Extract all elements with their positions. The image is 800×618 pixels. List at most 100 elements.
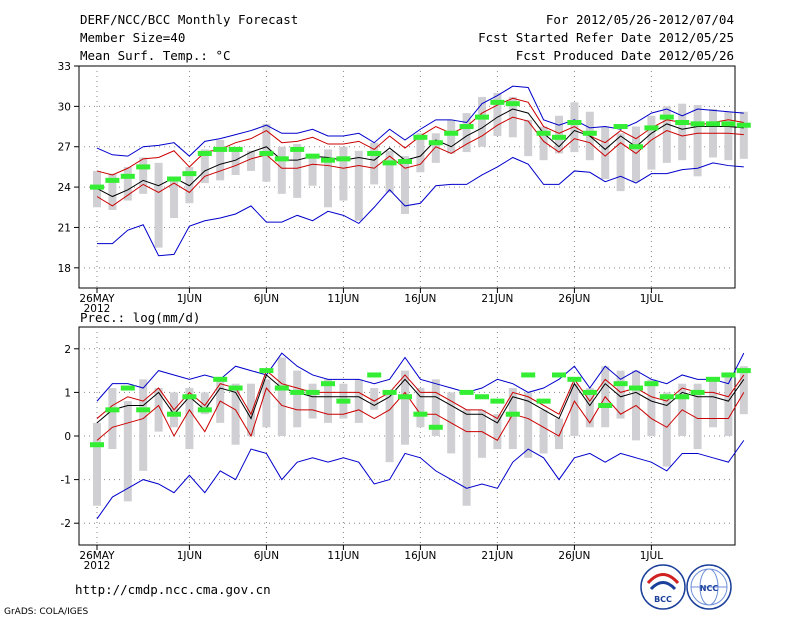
temp-spread-bar — [216, 140, 225, 181]
temp-obs-marker — [136, 164, 151, 170]
temp-xtick-label: 16JUN — [404, 293, 436, 305]
member-size: Member Size=40 — [80, 30, 185, 45]
temp-obs-marker — [505, 101, 520, 107]
prec-obs-marker — [398, 394, 412, 400]
prec-spread-bar — [709, 379, 717, 428]
temp-spread-bar — [447, 119, 456, 154]
prec-spread-bar — [385, 392, 394, 463]
prec-xtick-label: 1JUL — [640, 550, 663, 562]
temp-obs-marker — [690, 121, 705, 127]
prec-spread-bar — [293, 370, 302, 428]
prec-obs-marker — [521, 372, 536, 378]
prec-obs-marker — [213, 376, 228, 382]
temp-obs-marker — [644, 125, 659, 131]
prec-obs-marker — [490, 398, 505, 404]
temp-spread-bar — [524, 119, 533, 157]
bcc-logo: BCC — [640, 564, 686, 610]
temperature-panel: Prec.: log(mm/d) 18 21 24 27 30 33 26MAY 1JUN 6J… — [58, 61, 751, 325]
temp-spread-bar — [293, 144, 302, 198]
temp-obs-marker — [321, 157, 335, 163]
temp-obs-marker — [475, 114, 489, 120]
prec-spread-bar — [647, 379, 656, 436]
temp-obs-marker — [197, 150, 212, 156]
temp-series-max — [96, 85, 744, 157]
temp-obs-marker — [182, 171, 197, 177]
temp-year-label: 2012 — [84, 303, 111, 315]
prec-spread-bar — [277, 357, 286, 436]
temp-obs-marker — [90, 184, 104, 190]
temp-spread-bar — [601, 126, 610, 180]
temp-obs-marker — [567, 120, 582, 126]
temp-obs-marker — [367, 150, 382, 156]
prec-obs-marker — [613, 381, 628, 387]
prec-spread-bar — [123, 401, 132, 502]
temp-spread-bar — [370, 142, 379, 185]
temp-spread-bar — [385, 150, 394, 193]
temp-obs-marker — [675, 120, 690, 126]
prec-obs-marker — [290, 389, 305, 395]
temp-obs-marker — [305, 153, 320, 159]
prec-spread-bar — [524, 392, 533, 458]
temp-obs-marker — [428, 140, 443, 146]
temp-obs-marker — [459, 124, 474, 130]
prec-obs-marker — [659, 394, 674, 400]
temp-obs-marker — [290, 146, 305, 152]
ncc-logo-text: NCC — [700, 584, 719, 593]
temp-obs-marker — [228, 146, 243, 152]
prec-ytick-label: -1 — [61, 475, 71, 487]
source-url[interactable]: http://cmdp.ncc.cma.gov.cn — [75, 582, 271, 597]
temp-spread-bar — [416, 133, 425, 173]
prec-spread-bar — [478, 409, 486, 458]
prec-year-label: 2012 — [84, 560, 111, 572]
temp-spread-bar — [123, 166, 132, 201]
temp-obs-marker — [659, 114, 674, 120]
temp-obs-marker — [105, 177, 120, 183]
prec-ytick-label: 1 — [64, 387, 71, 399]
temp-ytick-label: 30 — [58, 101, 71, 113]
produced-date: Fcst Produced Date 2012/05/26 — [516, 48, 734, 63]
temp-spread-bar — [493, 92, 502, 136]
prec-spread-bar — [308, 383, 317, 419]
prec-obs-marker — [567, 376, 582, 382]
temp-spread-bar — [108, 173, 117, 210]
temp-spread-bar — [678, 103, 687, 161]
prec-spread-bar — [539, 409, 548, 454]
prec-spread-bar — [324, 379, 332, 423]
temp-ytick-label: 33 — [58, 61, 71, 73]
prec-obs-marker — [582, 389, 597, 395]
temp-spread-bar — [139, 157, 148, 194]
temp-spread-bar — [154, 162, 163, 248]
temp-ytick-label: 18 — [58, 263, 71, 275]
prec-obs-marker — [367, 372, 382, 378]
temp-spread-bar — [539, 126, 548, 161]
prec-ytick-label: 0 — [64, 431, 71, 443]
temp-spread-bar — [354, 150, 363, 221]
prec-series-max — [96, 352, 745, 402]
temp-obs-marker — [167, 176, 181, 182]
temp-spread-bar — [277, 146, 286, 194]
prec-obs-marker — [90, 442, 104, 448]
prec-spread-bar — [200, 392, 209, 415]
temp-xtick-label: 26JUN — [558, 293, 590, 305]
temp-ytick-label: 27 — [58, 142, 71, 154]
prec-obs-marker — [228, 385, 243, 391]
prec-obs-marker — [629, 385, 643, 391]
temp-obs-marker — [582, 130, 597, 136]
prec-spread-bar — [247, 383, 255, 436]
prec-obs-marker — [274, 385, 289, 391]
prec-spread-bar — [693, 383, 702, 450]
prec-spread-bar — [108, 388, 117, 450]
prec-ytick-label: 2 — [64, 344, 71, 356]
temp-obs-marker — [536, 130, 551, 136]
panel1-variable: Mean Surf. Temp.: °C — [80, 48, 231, 63]
temp-xtick-label: 6JUN — [254, 293, 279, 305]
prec-xtick-label: 11JUN — [327, 550, 359, 562]
temp-spread-bar — [555, 115, 563, 154]
temp-spread-bar — [647, 115, 656, 170]
forecast-period: For 2012/05/26-2012/07/04 — [546, 12, 734, 27]
prec-obs-marker — [721, 372, 736, 378]
temp-obs-marker — [552, 134, 566, 140]
prec-obs-marker — [706, 376, 720, 382]
temp-obs-marker — [706, 121, 720, 127]
